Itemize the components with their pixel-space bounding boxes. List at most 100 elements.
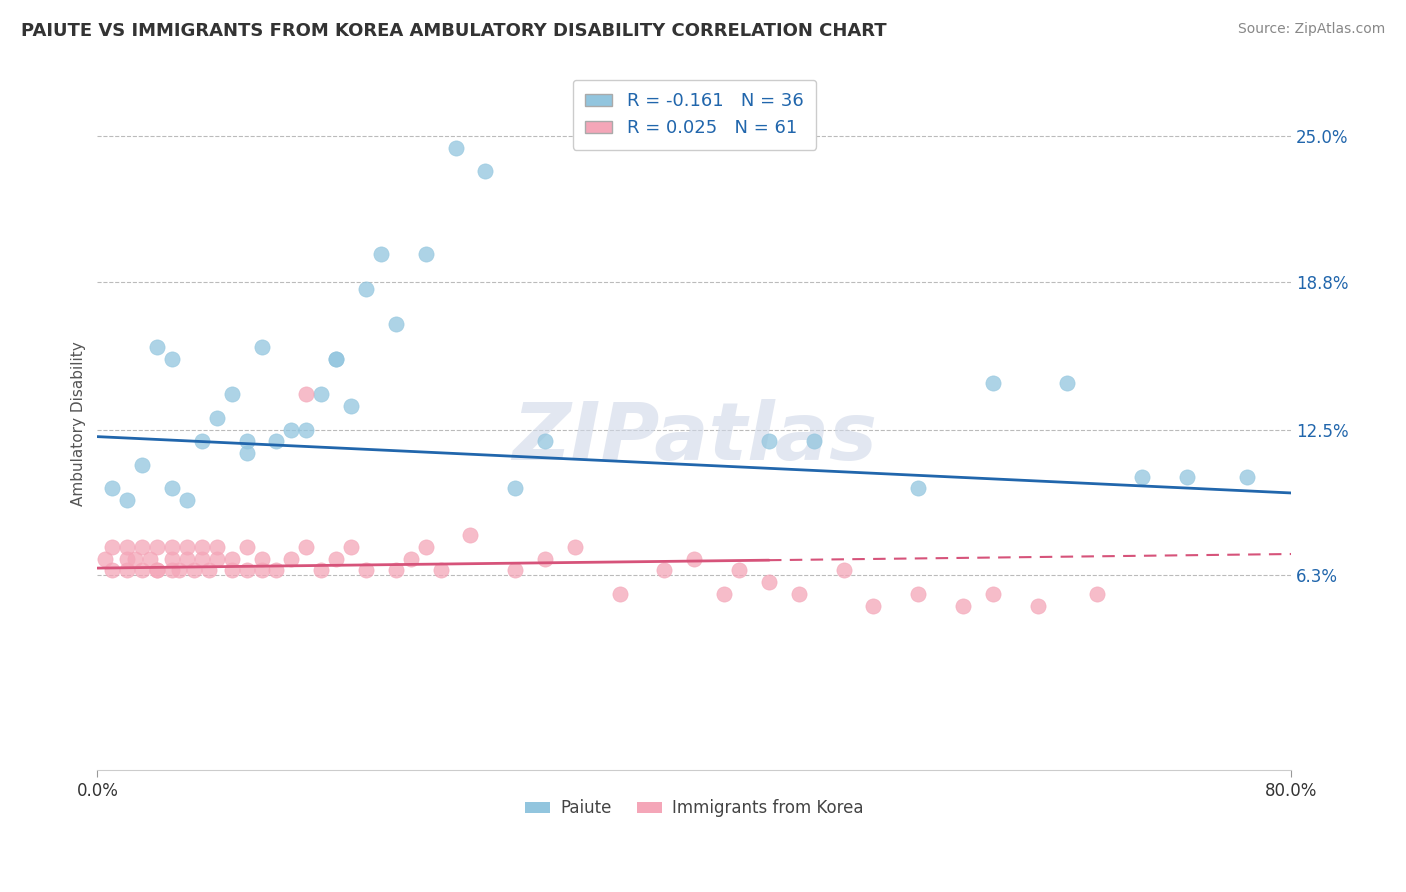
Point	[534, 551, 557, 566]
Point	[160, 481, 183, 495]
Point	[115, 493, 138, 508]
Point	[191, 551, 214, 566]
Point	[325, 352, 347, 367]
Point	[191, 540, 214, 554]
Point	[94, 551, 117, 566]
Point	[131, 564, 153, 578]
Point	[683, 551, 706, 566]
Point	[309, 387, 332, 401]
Point	[1175, 469, 1198, 483]
Point	[340, 399, 363, 413]
Point	[115, 540, 138, 554]
Point	[354, 282, 377, 296]
Point	[340, 540, 363, 554]
Point	[654, 564, 676, 578]
Point	[564, 540, 586, 554]
Point	[146, 564, 169, 578]
Point	[115, 551, 138, 566]
Point	[235, 434, 257, 449]
Point	[534, 434, 557, 449]
Point	[221, 564, 243, 578]
Point	[399, 551, 422, 566]
Point	[803, 434, 825, 449]
Point	[309, 564, 332, 578]
Point	[1130, 469, 1153, 483]
Point	[146, 564, 169, 578]
Point	[176, 551, 198, 566]
Point	[176, 493, 198, 508]
Point	[981, 376, 1004, 390]
Point	[609, 587, 631, 601]
Point	[266, 434, 288, 449]
Point	[205, 540, 228, 554]
Point	[160, 564, 183, 578]
Point	[138, 551, 160, 566]
Point	[295, 387, 318, 401]
Point	[221, 551, 243, 566]
Point	[758, 575, 780, 590]
Point	[280, 551, 302, 566]
Point	[160, 352, 183, 367]
Point	[205, 410, 228, 425]
Point	[221, 387, 243, 401]
Point	[169, 564, 191, 578]
Point	[160, 551, 183, 566]
Point	[385, 317, 408, 331]
Point	[131, 540, 153, 554]
Text: Source: ZipAtlas.com: Source: ZipAtlas.com	[1237, 22, 1385, 37]
Legend: Paiute, Immigrants from Korea: Paiute, Immigrants from Korea	[519, 793, 870, 824]
Point	[101, 481, 124, 495]
Point	[1056, 376, 1078, 390]
Point	[235, 446, 257, 460]
Point	[952, 599, 974, 613]
Point	[415, 246, 437, 260]
Point	[295, 540, 318, 554]
Point	[370, 246, 392, 260]
Point	[460, 528, 482, 542]
Point	[444, 141, 467, 155]
Point	[1236, 469, 1258, 483]
Point	[415, 540, 437, 554]
Point	[295, 423, 318, 437]
Point	[250, 340, 273, 354]
Y-axis label: Ambulatory Disability: Ambulatory Disability	[72, 342, 86, 506]
Point	[1026, 599, 1049, 613]
Text: ZIPatlas: ZIPatlas	[512, 399, 877, 476]
Point	[176, 540, 198, 554]
Point	[325, 352, 347, 367]
Point	[160, 540, 183, 554]
Point	[354, 564, 377, 578]
Point	[101, 564, 124, 578]
Point	[1085, 587, 1108, 601]
Point	[198, 564, 221, 578]
Point	[266, 564, 288, 578]
Point	[862, 599, 884, 613]
Point	[981, 587, 1004, 601]
Point	[146, 540, 169, 554]
Point	[325, 551, 347, 566]
Point	[503, 564, 526, 578]
Point	[503, 481, 526, 495]
Point	[183, 564, 205, 578]
Point	[131, 458, 153, 472]
Point	[124, 551, 146, 566]
Point	[235, 540, 257, 554]
Point	[146, 340, 169, 354]
Point	[713, 587, 735, 601]
Point	[250, 564, 273, 578]
Point	[115, 564, 138, 578]
Point	[758, 434, 780, 449]
Point	[235, 564, 257, 578]
Point	[191, 434, 214, 449]
Point	[205, 551, 228, 566]
Point	[907, 587, 929, 601]
Point	[907, 481, 929, 495]
Point	[787, 587, 810, 601]
Point	[250, 551, 273, 566]
Point	[728, 564, 751, 578]
Point	[280, 423, 302, 437]
Text: PAIUTE VS IMMIGRANTS FROM KOREA AMBULATORY DISABILITY CORRELATION CHART: PAIUTE VS IMMIGRANTS FROM KOREA AMBULATO…	[21, 22, 887, 40]
Point	[101, 540, 124, 554]
Point	[429, 564, 451, 578]
Point	[385, 564, 408, 578]
